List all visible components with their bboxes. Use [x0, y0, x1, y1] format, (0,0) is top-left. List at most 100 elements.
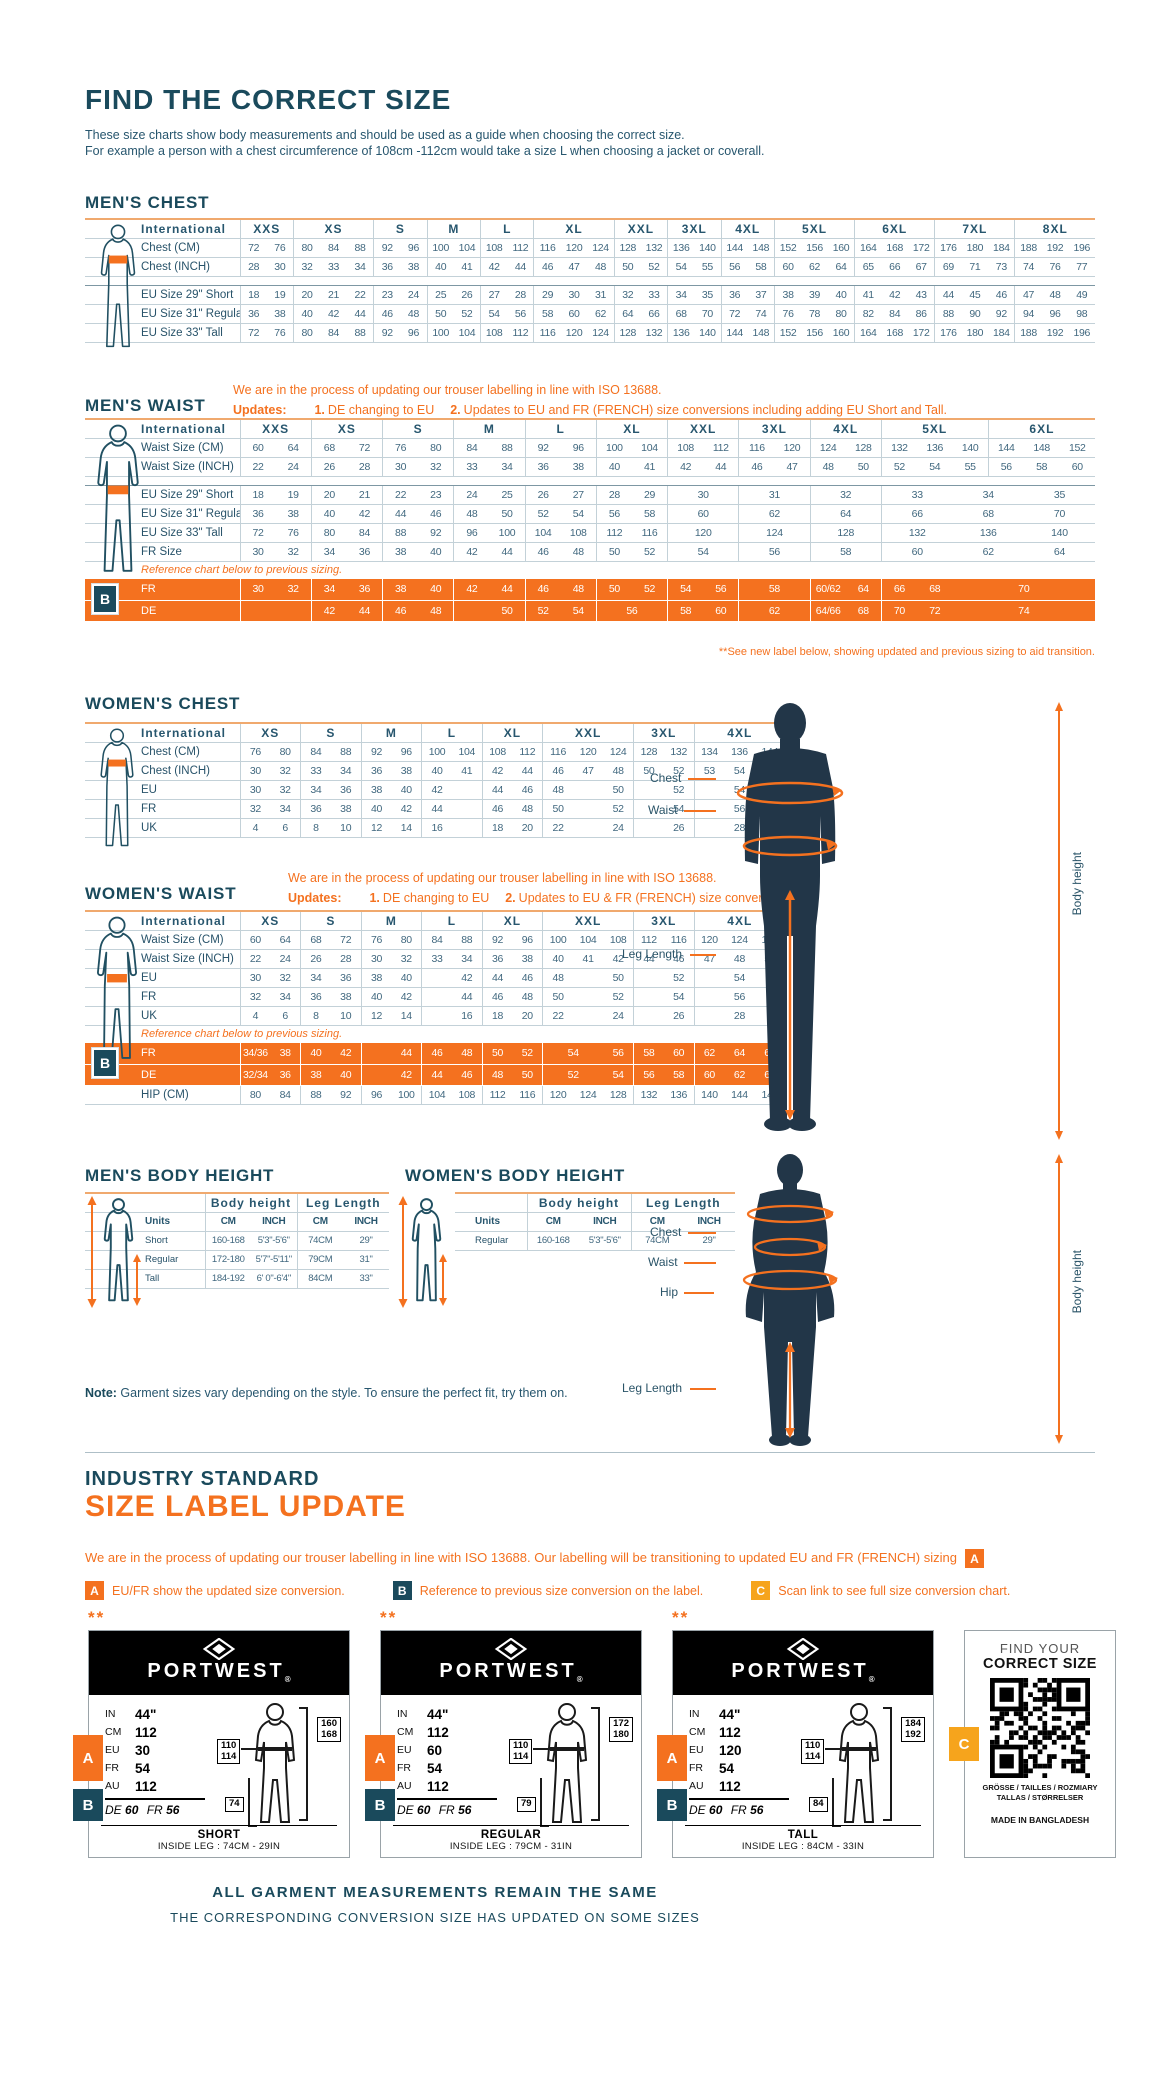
table-row: FR 30 32 34 36 38 40 42 44 46 48 50 52 54 56 58 60/62 64 6… [85, 579, 1096, 601]
table-row: EU Size 31" Regular 36 38 40 42 44 46 48 50 52 54 5… [85, 304, 1096, 324]
table-header-row: International XS S M L XL XXL 3XL 4XL [85, 911, 785, 931]
size-label-update-heading: SIZE LABEL UPDATE [85, 1490, 406, 1523]
size-table: International XXS XS S M L XL XXL 3XL 4XL 5XL 6XL 7X… [85, 218, 1096, 343]
size-table: International XXS XS S M L XL XXL 3XL 4XL 5XL 6XL Wa… [85, 418, 1096, 622]
spec-row: EU 30 [105, 1742, 151, 1758]
man-body-height-label: Body height [1070, 852, 1084, 916]
size-label-card: ** PORTWEST® IN 44" CM 112 EU 60 FR 54 AU 112… [365, 1608, 642, 1858]
brand-wordmark: PORTWEST® [731, 1659, 875, 1684]
womens-bodyheight-figure-icon [398, 1196, 458, 1313]
womens-waist-update-note: We are in the process of updating our tr… [288, 868, 795, 908]
table-row: Waist Size (CM) 60 64 68 72 76 80 84 88 92 96 100 10… [85, 438, 1096, 458]
a-badge: A [73, 1735, 103, 1781]
updates-label: Updates: [233, 403, 287, 417]
a-badge: A [964, 1549, 984, 1568]
measurement-figure-sketch: 110 114 184 192 84 [801, 1701, 925, 1833]
portwest-logo: PORTWEST® [673, 1631, 933, 1695]
update-1-text: DE changing to EU [327, 403, 435, 417]
update-note-line2: Updates: 1. DE changing to EU 2. Updates to … [233, 400, 947, 420]
b-badge: B [657, 1789, 687, 1821]
inside-leg-text: INSIDE LEG : 79CM - 31IN [449, 1841, 573, 1852]
mens-bodyheight-table: Body height Leg Length Units CM INCH CM INCH Sh… [85, 1192, 390, 1289]
mens-bodyheight-figure-icon [86, 1196, 156, 1313]
label-update-intro-text: We are in the process of updating our tr… [85, 1549, 957, 1565]
size-languages-line2: TALLAS / STØRRELSER [996, 1793, 1084, 1802]
a-badge: A [657, 1735, 687, 1781]
stars-marker: ** [380, 1608, 398, 1627]
legend-item-a: A EU/FR show the updated size conversion. [85, 1581, 345, 1600]
man-leg-length-label: Leg Length [622, 947, 683, 961]
size-spec-list: IN 44" CM 112 EU 30 FR 54 AU 112 DE 60 FR 56 [105, 1705, 205, 1817]
b-badge: B [365, 1789, 395, 1821]
garment-note: Note: Garment sizes vary depending on th… [85, 1386, 568, 1400]
man-chest-label: Chest [650, 771, 682, 785]
mens-chest-heading: MEN'S CHEST [85, 193, 210, 212]
b-badge: B [73, 1789, 103, 1821]
measurement-figure-sketch: 110 114 160 168 74 [217, 1701, 341, 1833]
footer-line-1: ALL GARMENT MEASUREMENTS REMAIN THE SAME [212, 1884, 658, 1901]
spec-row: CM 112 [105, 1724, 157, 1740]
note-text: Garment sizes vary depending on the styl… [116, 1386, 568, 1400]
note-label: Note: [85, 1386, 117, 1400]
update-1-num: 1. [314, 403, 325, 417]
legend-item-c: C Scan link to see full size conversion c… [751, 1581, 1010, 1600]
size-label-cards: ** PORTWEST® IN 44" CM 112 EU 30 FR 54 AU 112… [73, 1608, 934, 1858]
leg-size-box: 84 [809, 1797, 828, 1812]
table-row: HIP (CM) 80 84 88 92 96 100 104 108 112 116 120 124 1… [85, 1085, 785, 1105]
size-table: Body height Leg Length Units CM INCH CM INCH Sh… [85, 1192, 390, 1289]
update-2-num: 2. [450, 403, 461, 417]
previous-size-row: DE 60 FR 56 [397, 1798, 497, 1817]
table-header-row: International XXS XS S M L XL XXL 3XL 4XL 5XL 6XL 7X… [85, 219, 1096, 239]
update-2-text: Updates to EU and FR (FRENCH) size conve… [463, 403, 947, 417]
woman-body-height-label: Body height [1070, 1250, 1084, 1314]
table-row: EU Size 33" Tall 72 76 80 84 88 92 96 100 104 108 1… [85, 323, 1096, 343]
fit-name: SHORT [197, 1829, 241, 1841]
card-footer: SHORT INSIDE LEG : 74CM - 29IN [101, 1825, 337, 1852]
womens-chest-figure-icon [90, 728, 144, 853]
man-measurement-illustration [690, 696, 890, 1141]
mens-bodyheight-heading: MEN'S BODY HEIGHT [85, 1166, 275, 1185]
fit-name: TALL [787, 1829, 819, 1841]
label-update-intro: We are in the process of updating our tr… [85, 1549, 1105, 1568]
size-label-card: ** PORTWEST® IN 44" CM 112 EU 120 FR 54 AU 11… [657, 1608, 934, 1858]
legend-text: Reference to previous size conversion on… [419, 1583, 704, 1598]
leader-line [684, 810, 716, 812]
waist-size-box: 110 114 [509, 1739, 533, 1764]
spec-row: FR 54 [397, 1760, 443, 1776]
intro-line-2: For example a person with a chest circum… [85, 144, 765, 158]
section-divider [85, 1452, 1095, 1453]
woman-hip-label: Hip [660, 1285, 679, 1299]
mens-chest-table: International XXS XS S M L XL XXL 3XL 4XL 5XL 6XL 7X… [85, 218, 1096, 343]
table-row: EU Size 33" Tall 72 76 80 84 88 92 96 100 104 108 1… [85, 523, 1096, 543]
size-table: Body height Leg Length Units CM INCH CM INCH Re… [455, 1192, 736, 1251]
table-row: Units CM INCH CM INCH [455, 1212, 736, 1232]
table-header-row: International XS S M L XL XXL 3XL 4XL [85, 723, 785, 743]
brand-wordmark: PORTWEST® [147, 1659, 291, 1684]
qr-code [990, 1678, 1090, 1778]
a-badge: A [85, 1581, 104, 1600]
previous-size-row: DE 60 FR 56 [689, 1798, 789, 1817]
leader-line [688, 778, 716, 780]
update-note-line1: We are in the process of updating our tr… [233, 383, 662, 397]
table-header-row: International XXS XS S M L XL XXL 3XL 4XL 5XL 6XL [85, 419, 1096, 439]
height-size-box: 172 180 [609, 1717, 633, 1742]
spec-row: IN 44" [105, 1706, 157, 1722]
table-row: EU Size 31" Regular 36 38 40 42 44 46 48 50 52 54 5… [85, 504, 1096, 524]
table-row: Waist Size (INCH) 22 24 26 28 30 32 33 34 36 38 40 4… [85, 457, 1096, 477]
spec-row: AU 112 [397, 1778, 449, 1794]
table-row: DE 42 44 46 48 50 52 54 56 58 60 62 64/66 68 70 72 74 [85, 600, 1096, 622]
badge-legend: A EU/FR show the updated size conversion.… [85, 1581, 1010, 1600]
woman-waist-label: Waist [648, 1255, 678, 1269]
size-table: International XS S M L XL XXL 3XL 4XL Waist Size … [85, 910, 785, 1105]
size-languages-line1: GRÖSSE / TAILLES / ROZMIARY [982, 1783, 1098, 1792]
womens-waist-table: International XS S M L XL XXL 3XL 4XL Waist Size … [85, 910, 785, 1105]
industry-standard-heading: INDUSTRY STANDARD [85, 1468, 320, 1490]
made-in-text: MADE IN BANGLADESH [990, 1815, 1090, 1825]
leader-line [690, 1388, 716, 1390]
mens-chest-figure-icon [88, 224, 148, 354]
update-1-text: DE changing to EU [382, 891, 490, 905]
mens-waist-figure-icon [88, 424, 148, 579]
spec-row: CM 112 [397, 1724, 449, 1740]
